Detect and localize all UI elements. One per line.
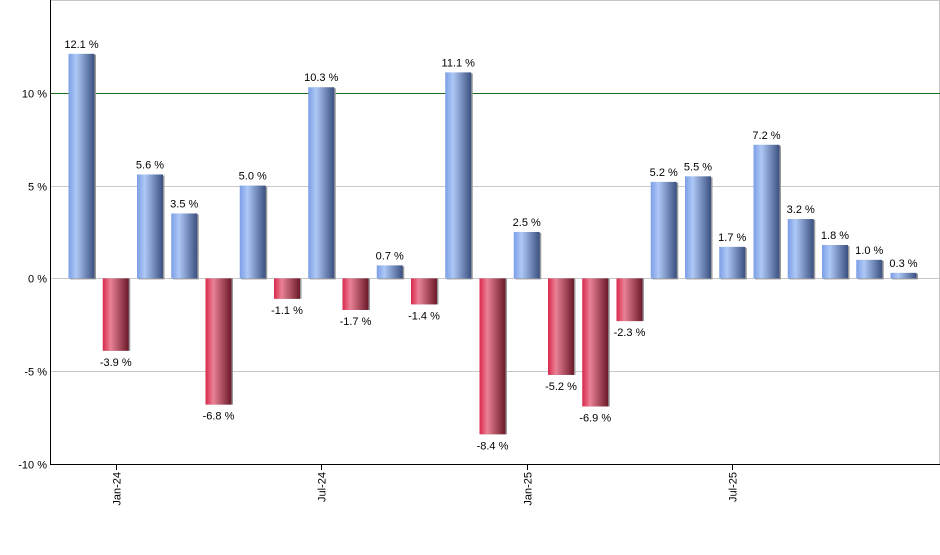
- data-label: 1.8 %: [821, 230, 849, 242]
- bar: [719, 246, 746, 279]
- data-label: 3.2 %: [787, 204, 815, 216]
- y-tick-label: 5 %: [28, 182, 47, 194]
- bar: [548, 278, 574, 375]
- y-tick-label: 0 %: [28, 274, 47, 286]
- bar: [753, 144, 780, 279]
- data-label: 0.7 %: [376, 250, 404, 262]
- data-label: 2.5 %: [513, 217, 541, 229]
- bar: [137, 174, 163, 279]
- bar: [787, 219, 814, 279]
- x-tick-label: Jul-24: [317, 472, 329, 502]
- data-label: -1.7 %: [340, 316, 372, 328]
- bars: 12.1 % -3.9 % 5.6 % 3.5 % -6.8 % 5.0 % -1.1 % 1…: [64, 39, 918, 452]
- y-tick-label: 10 %: [22, 89, 47, 101]
- bar: [411, 278, 437, 305]
- data-label: 12.1 %: [64, 39, 98, 51]
- data-label: -5.2 %: [545, 381, 577, 393]
- bar: [68, 53, 95, 279]
- data-label: -1.1 %: [271, 305, 303, 317]
- bar: [274, 278, 300, 299]
- data-label: 11.1 %: [442, 57, 476, 69]
- x-tick-label: Jan-25: [523, 472, 535, 506]
- data-label: 5.2 %: [650, 167, 678, 179]
- bar: [856, 259, 883, 279]
- bar: [205, 278, 232, 405]
- bar: [685, 176, 711, 279]
- bar: [342, 278, 369, 310]
- x-tick-label: Jan-24: [112, 472, 124, 506]
- data-label: -2.3 %: [614, 327, 646, 339]
- data-label: 5.0 %: [239, 171, 267, 183]
- bar: [445, 72, 472, 279]
- data-label: 1.7 %: [718, 232, 746, 244]
- bar: [171, 213, 198, 279]
- bar: [582, 278, 609, 407]
- axes: -10 % -5 % 0 % 5 % 10 % Jan-24 Jul-24 Jan-25 Jul…: [18, 0, 940, 506]
- bar: [616, 278, 643, 322]
- bar: [650, 181, 677, 279]
- data-label: -3.9 %: [100, 357, 132, 369]
- bar: [239, 185, 266, 279]
- data-label: -6.8 %: [203, 411, 235, 423]
- bar: [376, 265, 403, 279]
- data-label: 10.3 %: [304, 72, 338, 84]
- data-label: -6.9 %: [579, 412, 611, 424]
- bar: [308, 87, 335, 279]
- data-label: 5.6 %: [136, 159, 164, 171]
- data-label: 7.2 %: [752, 130, 780, 142]
- x-tick-label: Jul-25: [728, 472, 740, 502]
- data-label: 3.5 %: [170, 198, 198, 210]
- bar: [479, 278, 506, 435]
- bar: [890, 272, 917, 279]
- data-label: 5.5 %: [684, 161, 712, 173]
- y-tick-label: -10 %: [18, 460, 47, 472]
- data-label: -1.4 %: [408, 310, 440, 322]
- data-label: 1.0 %: [855, 245, 883, 257]
- bar: [822, 244, 848, 279]
- data-label: -8.4 %: [477, 440, 509, 452]
- data-label: 0.3 %: [889, 258, 917, 270]
- bar: [513, 232, 540, 279]
- y-tick-label: -5 %: [24, 367, 47, 379]
- bar: [102, 278, 129, 351]
